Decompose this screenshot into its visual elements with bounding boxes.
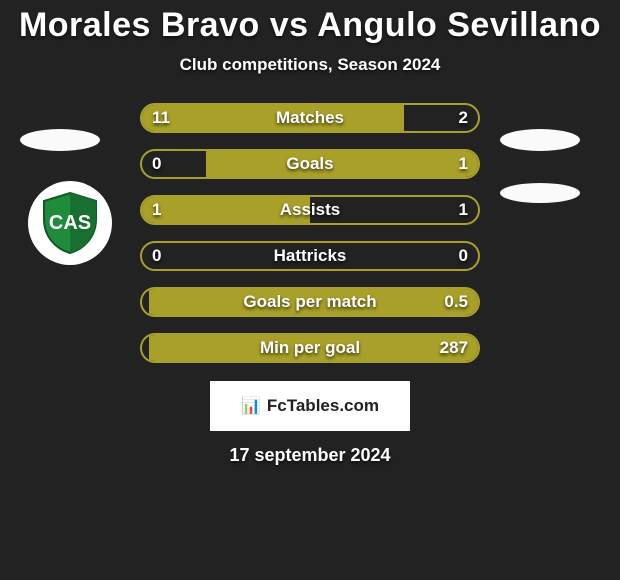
player-right-avatar xyxy=(500,129,580,151)
stat-bar-track xyxy=(140,103,480,133)
stat-bar-track xyxy=(140,287,480,317)
stat-row: Goals01 xyxy=(140,149,480,179)
comparison-card: Morales Bravo vs Angulo Sevillano Club c… xyxy=(0,0,620,580)
player-left-avatar xyxy=(20,129,100,151)
stat-bar-fill xyxy=(142,105,404,131)
stat-row: Assists11 xyxy=(140,195,480,225)
player-right-club-placeholder xyxy=(500,183,580,203)
stat-row: Min per goal287 xyxy=(140,333,480,363)
stat-row: Matches112 xyxy=(140,103,480,133)
card-title: Morales Bravo vs Angulo Sevillano xyxy=(0,0,620,45)
stats-stage: Matches112 Goals01 Assists11 Hattricks00 Goa… xyxy=(0,103,620,363)
card-subtitle: Club competitions, Season 2024 xyxy=(0,55,620,75)
stat-bar-track xyxy=(140,333,480,363)
stat-bar-fill xyxy=(149,335,478,361)
stat-bar-track xyxy=(140,149,480,179)
stat-row: Hattricks00 xyxy=(140,241,480,271)
brand-name: FcTables.com xyxy=(267,396,379,416)
club-badge-text: CAS xyxy=(49,212,91,234)
shield-icon: CAS xyxy=(36,189,104,257)
chart-icon: 📊 xyxy=(241,396,261,416)
card-date: 17 september 2024 xyxy=(0,445,620,466)
stat-bar-fill xyxy=(142,197,310,223)
stat-bar-fill xyxy=(206,151,478,177)
stat-bar-track xyxy=(140,241,480,271)
player-left-club-badge: CAS xyxy=(28,181,112,265)
stat-row: Goals per match0.5 xyxy=(140,287,480,317)
stat-bar-track xyxy=(140,195,480,225)
brand-footer: 📊 FcTables.com xyxy=(210,381,410,431)
stat-bar-fill xyxy=(149,289,478,315)
